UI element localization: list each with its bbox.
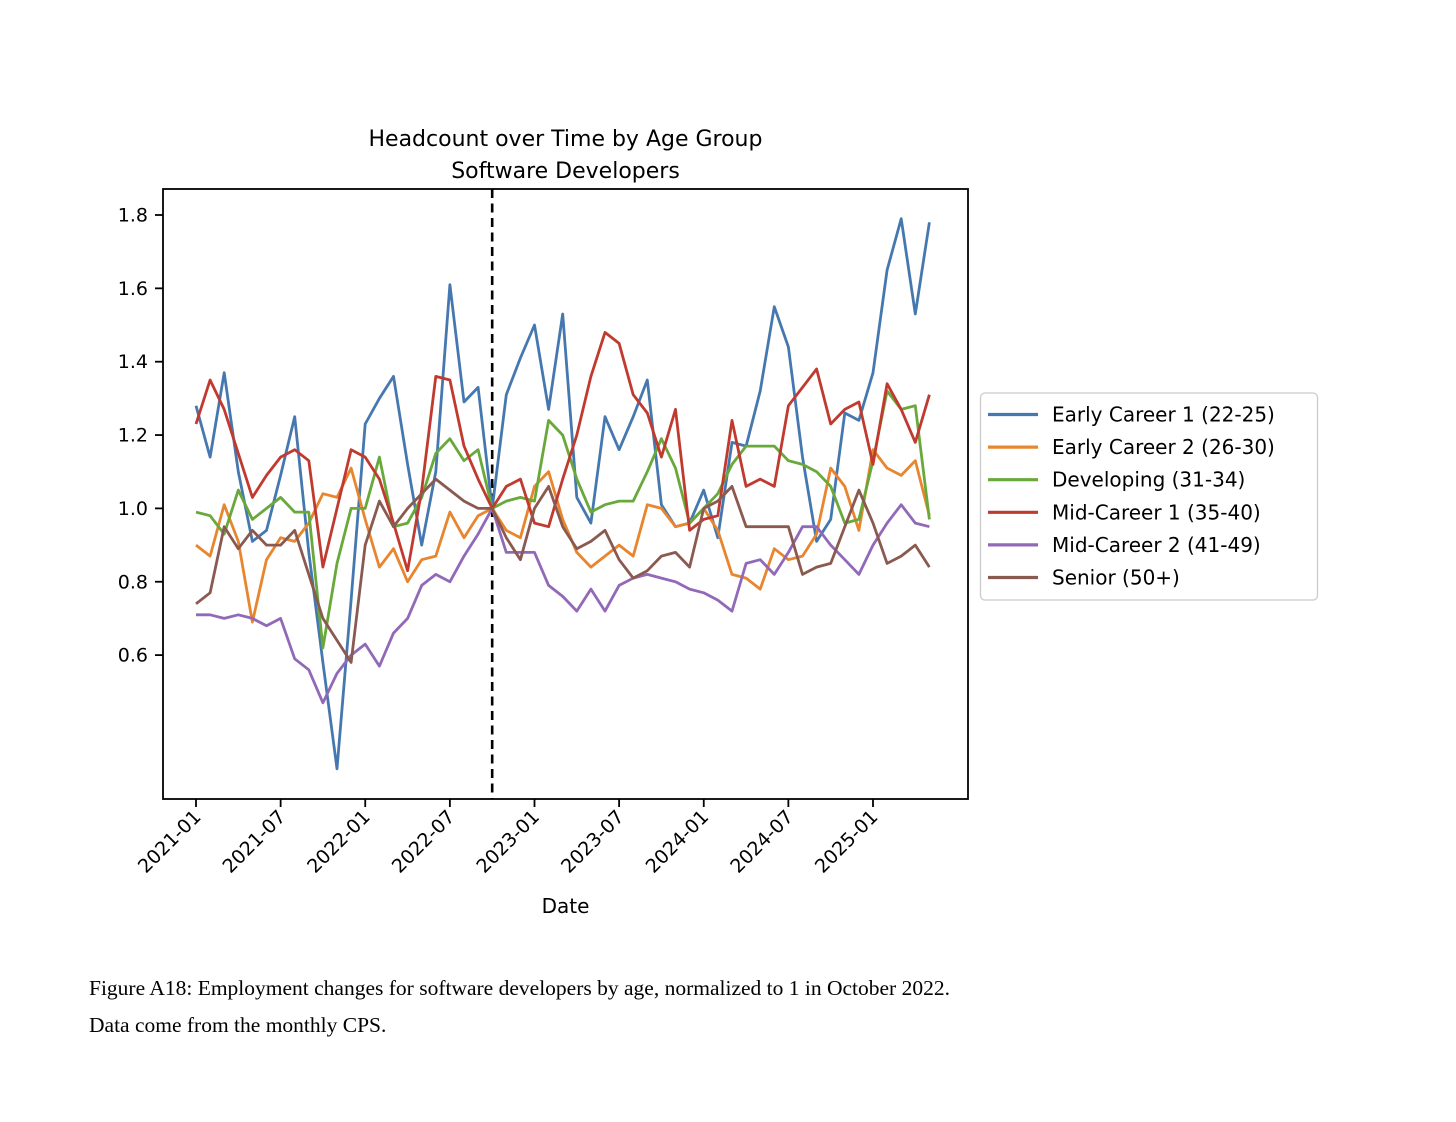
chart-title-line1: Headcount over Time by Age Group (369, 127, 763, 152)
legend-box (979, 392, 1319, 601)
x-tick-label: 2021-01 (134, 806, 206, 878)
chart-title-line2: Software Developers (451, 159, 680, 184)
series-line-early-career-1-22-25 (194, 217, 931, 771)
series-line-senior-50 (195, 477, 931, 664)
series-lines (194, 217, 931, 771)
y-tick-label: 0.8 (118, 571, 148, 593)
x-tick-label: 2024-07 (726, 806, 798, 878)
y-tick-label: 1.8 (118, 205, 148, 227)
legend-item-early-career-1-22-25: Early Career 1 (22-25) (988, 403, 1275, 427)
x-tick-label: 2021-07 (218, 806, 290, 878)
y-tick-label: 1.6 (118, 278, 148, 300)
series-line-mid-career-2-41-49 (196, 503, 930, 705)
plot-frame (162, 188, 969, 800)
caption-line1: Figure A18: Employment changes for softw… (89, 976, 950, 1000)
series-line-mid-career-1-35-40 (194, 331, 931, 573)
y-tick-label: 1.2 (118, 425, 148, 447)
x-axis-label: Date (542, 894, 590, 918)
y-tick-label: 1.4 (118, 351, 148, 373)
y-tick-label: 0.6 (118, 645, 148, 667)
legend-item-mid-career-2-41-49: Mid-Career 2 (41-49) (988, 533, 1261, 557)
x-tick-label: 2022-01 (303, 806, 375, 878)
x-tick-label: 2023-07 (557, 806, 629, 878)
legend-item-developing-31-34: Developing (31-34) (988, 468, 1245, 492)
legend-item-early-career-2-26-30: Early Career 2 (26-30) (988, 435, 1275, 459)
legend-label: Mid-Career 1 (35-40) (1052, 500, 1261, 524)
series-line-early-career-2-26-30 (195, 448, 931, 624)
legend-label: Mid-Career 2 (41-49) (1052, 533, 1261, 557)
legend-label: Developing (31-34) (1052, 468, 1245, 492)
legend-label: Early Career 2 (26-30) (1052, 435, 1275, 459)
legend-label: Early Career 1 (22-25) (1052, 403, 1275, 427)
legend-label: Senior (50+) (1052, 566, 1180, 590)
legend-item-senior-50: Senior (50+) (988, 566, 1180, 590)
x-tick-label: 2023-01 (472, 806, 544, 878)
legend-item-mid-career-1-35-40: Mid-Career 1 (35-40) (988, 500, 1261, 524)
figure-caption: Figure A18: Employment changes for softw… (89, 970, 1389, 1043)
x-tick-label: 2022-07 (388, 806, 460, 878)
y-tick-label: 1.0 (118, 498, 148, 520)
x-tick-label: 2025-01 (811, 806, 883, 878)
legend: Early Career 1 (22-25) Early Career 2 (26… (979, 392, 1319, 601)
caption-line2: Data come from the monthly CPS. (89, 1012, 387, 1037)
x-tick-label: 2024-01 (642, 806, 714, 878)
